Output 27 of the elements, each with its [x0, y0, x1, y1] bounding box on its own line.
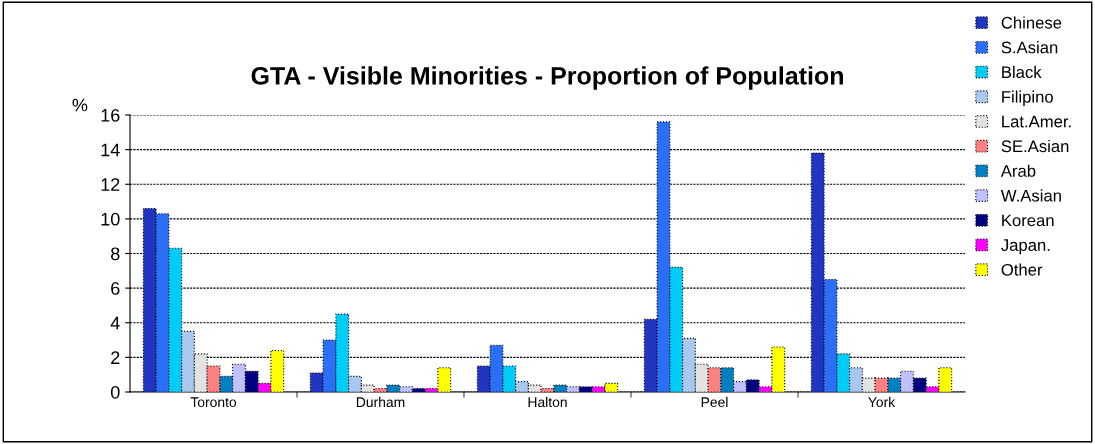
legend-label: Black — [1002, 65, 1042, 79]
x-tick-label: York — [868, 396, 896, 408]
y-tick-label: 14 — [101, 143, 120, 157]
legend-label: W.Asian — [1000, 189, 1061, 202]
legend-label: Chinese — [1001, 16, 1062, 29]
y-tick-label: 6 — [111, 282, 120, 295]
y-tick-label: 16 — [101, 108, 120, 122]
y-tick-label: 10 — [101, 212, 120, 226]
legend-label: S.Asian — [1001, 41, 1058, 54]
legend-label: Filipino — [1002, 90, 1053, 107]
y-tick-label: 0 — [110, 385, 120, 399]
chart-title: GTA - Visible Minorities - Proportion of Population — [251, 66, 843, 90]
y-tick-label: 4 — [110, 316, 120, 330]
legend-label: Arab — [1000, 164, 1036, 177]
legend-label: Other — [1001, 263, 1043, 276]
y-tick-label: 2 — [111, 351, 120, 364]
legend-label: Japan. — [1001, 239, 1050, 255]
x-tick-label: Halton — [528, 396, 567, 408]
legend-label: Lat.Amer. — [1002, 115, 1071, 128]
x-tick-label: Peel — [701, 396, 728, 408]
legend-label: Korean — [1002, 214, 1054, 227]
y-tick-label: 8 — [111, 247, 120, 261]
legend-label: SE.Asian — [1001, 139, 1069, 153]
y-axis-title: % — [72, 98, 88, 112]
x-tick-label: Durham — [356, 396, 405, 408]
x-tick-label: Toronto — [190, 397, 237, 408]
y-tick-label: 12 — [101, 178, 120, 191]
